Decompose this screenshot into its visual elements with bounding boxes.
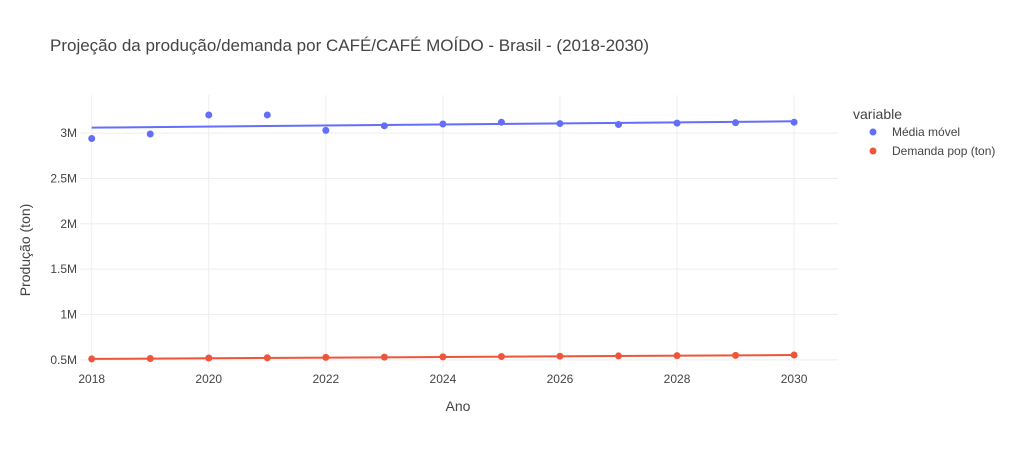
data-point[interactable] bbox=[674, 120, 681, 127]
x-tick-label: 2018 bbox=[78, 372, 105, 386]
data-point[interactable] bbox=[439, 121, 446, 128]
data-point[interactable] bbox=[674, 352, 681, 359]
x-axis-label: Ano bbox=[446, 398, 471, 414]
data-point[interactable] bbox=[381, 354, 388, 361]
legend-label: Média móvel bbox=[892, 125, 960, 139]
data-point[interactable] bbox=[147, 355, 154, 362]
legend-items: Média móvel Demanda pop (ton) bbox=[870, 125, 996, 158]
data-point[interactable] bbox=[615, 352, 622, 359]
y-axis-ticks: 0.5M 1M 1.5M 2M 2.5M 3M bbox=[50, 126, 77, 367]
legend-marker bbox=[870, 148, 877, 155]
legend-marker bbox=[870, 129, 877, 136]
data-point[interactable] bbox=[264, 354, 271, 361]
data-point[interactable] bbox=[381, 122, 388, 129]
legend-label: Demanda pop (ton) bbox=[892, 144, 995, 158]
data-point[interactable] bbox=[791, 352, 798, 359]
y-axis-label: Produção (ton) bbox=[17, 204, 33, 297]
y-tick-label: 2M bbox=[60, 217, 77, 231]
data-point[interactable] bbox=[322, 354, 329, 361]
y-tick-label: 1M bbox=[60, 307, 77, 321]
data-point[interactable] bbox=[498, 353, 505, 360]
x-axis-ticks: 2018 2020 2022 2024 2026 2028 2030 bbox=[78, 372, 807, 386]
x-gridlines bbox=[92, 95, 794, 368]
x-tick-label: 2020 bbox=[195, 372, 222, 386]
data-point[interactable] bbox=[264, 111, 271, 118]
data-point[interactable] bbox=[205, 355, 212, 362]
data-point[interactable] bbox=[556, 120, 563, 127]
data-point[interactable] bbox=[498, 119, 505, 126]
data-point[interactable] bbox=[732, 352, 739, 359]
data-point[interactable] bbox=[88, 135, 95, 142]
data-point[interactable] bbox=[615, 121, 622, 128]
y-tick-label: 1.5M bbox=[50, 262, 77, 276]
legend-item[interactable]: Média móvel bbox=[870, 125, 961, 139]
y-tick-label: 0.5M bbox=[50, 353, 77, 367]
y-tick-label: 2.5M bbox=[50, 171, 77, 185]
data-point[interactable] bbox=[556, 353, 563, 360]
x-tick-label: 2028 bbox=[664, 372, 691, 386]
y-gridlines bbox=[80, 133, 838, 360]
legend-title: variable bbox=[853, 106, 902, 122]
x-tick-label: 2030 bbox=[781, 372, 808, 386]
data-point[interactable] bbox=[791, 119, 798, 126]
data-point[interactable] bbox=[732, 119, 739, 126]
x-tick-label: 2024 bbox=[430, 372, 457, 386]
data-point[interactable] bbox=[322, 127, 329, 134]
y-tick-label: 3M bbox=[60, 126, 77, 140]
data-point[interactable] bbox=[147, 131, 154, 138]
x-tick-label: 2026 bbox=[547, 372, 574, 386]
data-point[interactable] bbox=[439, 353, 446, 360]
data-point[interactable] bbox=[88, 355, 95, 362]
chart-title: Projeção da produção/demanda por CAFÉ/CA… bbox=[50, 36, 649, 55]
data-point[interactable] bbox=[205, 111, 212, 118]
legend: variable Média móvel Demanda pop (ton) bbox=[853, 106, 995, 158]
legend-item[interactable]: Demanda pop (ton) bbox=[870, 144, 996, 158]
x-tick-label: 2022 bbox=[312, 372, 339, 386]
